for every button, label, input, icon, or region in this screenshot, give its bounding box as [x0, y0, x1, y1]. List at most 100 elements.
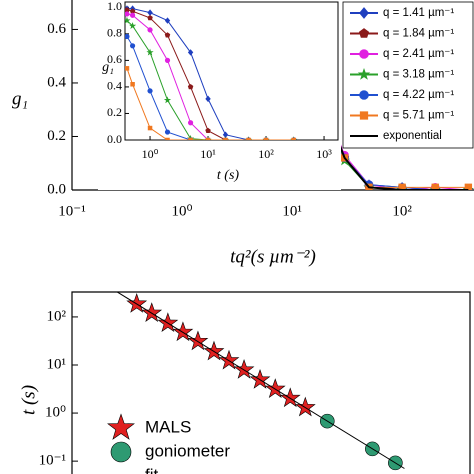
marker [147, 125, 153, 131]
x-tick-label: 10¹ [200, 147, 216, 161]
axis-frame [71, 291, 471, 474]
fit-line [116, 292, 405, 469]
marker [205, 137, 211, 140]
marker [125, 11, 130, 17]
legend-label: exponential [383, 130, 442, 142]
y-tick-label: 0.8 [107, 26, 122, 40]
legend-label: q = 1.84 µm⁻¹ [383, 28, 454, 40]
marker [146, 48, 154, 56]
legend-label: fit [145, 465, 159, 474]
marker [233, 359, 255, 379]
marker [164, 129, 171, 135]
x-tick-label: 10² [392, 203, 412, 219]
marker [359, 7, 369, 19]
marker [164, 32, 171, 38]
marker [165, 137, 170, 140]
marker [130, 82, 135, 87]
legend-label: goniometer [145, 441, 230, 460]
legend-label: q = 3.18 µm⁻¹ [383, 69, 454, 81]
marker [125, 33, 130, 40]
marker [279, 387, 301, 408]
marker [223, 137, 228, 140]
marker [291, 137, 296, 140]
y-axis-label: t (s) [18, 385, 39, 415]
marker [125, 16, 131, 24]
marker [357, 67, 371, 80]
marker [294, 396, 316, 417]
marker [164, 57, 171, 63]
marker [187, 330, 209, 351]
legend-label: q = 1.41 µm⁻¹ [383, 7, 454, 19]
marker [263, 137, 269, 140]
marker [205, 127, 211, 134]
y-axis-label: g₁ [12, 88, 28, 109]
series-line [126, 13, 294, 140]
y-tick-label: 0.0 [107, 132, 122, 146]
marker [246, 137, 251, 140]
legend-marker [110, 441, 132, 463]
x-tick-label: 10³ [316, 147, 332, 161]
x-tick-label: 10⁻¹ [58, 203, 85, 219]
marker [187, 120, 194, 126]
legend-label: q = 2.41 µm⁻¹ [383, 48, 454, 60]
x-tick-label: 10¹ [282, 203, 302, 219]
series-line [126, 8, 294, 140]
marker [464, 183, 473, 190]
marker [129, 43, 136, 49]
y-tick-label: 0.6 [47, 21, 66, 37]
series-line [126, 9, 294, 140]
marker [359, 49, 369, 59]
y-tick-label: 10¹ [47, 356, 67, 372]
y-tick-label: 10⁻¹ [39, 453, 66, 469]
marker [126, 293, 148, 313]
x-tick-label: 10⁰ [172, 203, 193, 219]
x-axis-label: t (s) [217, 168, 240, 183]
marker [141, 302, 163, 322]
series-line [126, 36, 294, 140]
marker [359, 90, 369, 100]
x-tick-label: 10⁰ [142, 147, 159, 161]
marker [147, 88, 153, 94]
marker [125, 66, 130, 71]
marker [188, 137, 193, 140]
x-tick-label: 10² [258, 147, 274, 161]
marker [128, 22, 137, 29]
legend-label: q = 5.71 µm⁻¹ [383, 110, 454, 122]
marker [147, 27, 153, 33]
inset-background [98, 0, 341, 190]
legend-label: q = 4.22 µm⁻¹ [383, 89, 454, 101]
marker [172, 321, 194, 342]
marker [358, 28, 370, 38]
marker [218, 349, 240, 370]
x-axis-label: tq²(s µm⁻²) [230, 246, 316, 267]
marker [187, 49, 194, 56]
marker [264, 378, 286, 398]
y-tick-label: 0.0 [47, 181, 66, 197]
marker [129, 12, 136, 18]
plot-area [116, 292, 405, 471]
y-tick-label: 10² [47, 308, 67, 324]
y-tick-label: 0.2 [47, 128, 66, 144]
legend-marker [107, 413, 135, 440]
inset-plot [125, 5, 298, 140]
legend: q = 1.41 µm⁻¹ q = 1.84 µm⁻¹ q = 2.41 µm⁻¹ q… [342, 1, 474, 149]
marker [431, 183, 439, 190]
y-tick-label: 0.4 [107, 79, 122, 93]
series-line [126, 68, 294, 140]
marker [187, 84, 194, 90]
marker [157, 312, 179, 333]
marker [205, 95, 211, 103]
marker [203, 340, 225, 361]
y-axis-label: g₁ [102, 60, 114, 75]
y-tick-label: 0.2 [107, 105, 122, 119]
y-tick-label: 10⁰ [45, 405, 66, 421]
marker [164, 17, 171, 24]
marker [147, 15, 153, 21]
marker [359, 111, 369, 120]
legend-label: MALS [145, 417, 191, 436]
marker [163, 96, 172, 104]
y-tick-label: 0.4 [47, 74, 66, 90]
y-tick-label: 1.0 [107, 0, 122, 13]
series-line [126, 20, 294, 140]
